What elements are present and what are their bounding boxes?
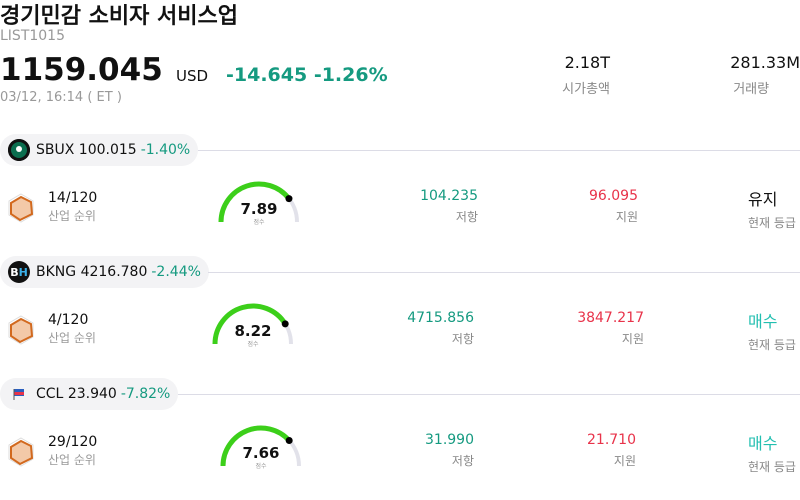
stock-pill[interactable]: CCL 23.940 -7.82% (0, 378, 179, 410)
divider (178, 394, 800, 395)
market-cap-label: 시가총액 (562, 82, 610, 97)
volume: 281.33M 거래량 (730, 53, 800, 97)
carnival-flag-logo-icon (8, 383, 30, 405)
score-gauge (220, 425, 301, 467)
gauge-fill (218, 181, 291, 223)
current-grade: 유지 현재 등급 (748, 186, 796, 231)
gauge-fill (220, 425, 292, 467)
current-grade: 매수 현재 등급 (748, 430, 796, 475)
industry-rank: 29/120 산업 순위 (48, 434, 97, 468)
grade-label: 현재 등급 (748, 216, 796, 230)
stock-change: -7.82% (120, 386, 171, 402)
divider (208, 272, 800, 273)
stock-pill[interactable]: SBUX 100.015 -1.40% (0, 134, 199, 166)
support: 96.095 지원 (589, 188, 638, 225)
volume-label: 거래량 (733, 82, 770, 97)
support-label: 지원 (615, 210, 638, 224)
market-cap-value: 2.18T (564, 53, 610, 72)
stock-change: -1.40% (140, 142, 191, 158)
stock-card-ccl: CCL 23.940 -7.82% 29/120 산업 순위 7.66 점수 3… (0, 378, 800, 500)
industry-rank: 4/120 산업 순위 (48, 312, 96, 346)
gauge-fill (212, 303, 288, 345)
market-cap: 2.18T 시가총액 (562, 53, 610, 97)
booking-logo-icon: BH (8, 261, 30, 283)
stock-card-bkng: BH BKNG 4216.780 -2.44% 4/120 산업 순위 8.22… (0, 256, 800, 378)
gauge-marker (285, 195, 293, 203)
radar-hexagon-icon (8, 193, 34, 223)
score-value: 7.66 (242, 444, 280, 462)
starbucks-logo-icon (8, 139, 30, 161)
resistance: 31.990 저항 (425, 432, 474, 469)
score-value: 8.22 (234, 322, 272, 340)
index-price: 1159.045 (0, 52, 163, 88)
gauge-marker (285, 437, 293, 445)
page-title: 경기민감 소비자 서비스업 (0, 4, 238, 29)
score-gauge (212, 303, 293, 345)
grade-value: 매수 (748, 434, 778, 453)
support-value: 21.710 (587, 432, 636, 448)
support-value: 96.095 (589, 188, 638, 204)
support: 21.710 지원 (587, 432, 636, 469)
rank-value: 14/120 (48, 190, 98, 206)
rank-value: 29/120 (48, 434, 98, 450)
stock-price: 23.940 (67, 386, 117, 402)
current-grade: 매수 현재 등급 (748, 308, 796, 353)
stock-card-sbux: SBUX 100.015 -1.40% 14/120 산업 순위 7.89 점수… (0, 134, 800, 256)
resistance-value: 31.990 (425, 432, 474, 448)
resistance-label: 저항 (451, 454, 474, 468)
score-label: 점수 (255, 463, 267, 470)
ticker: CCL (36, 386, 64, 402)
support-value: 3847.217 (577, 310, 644, 326)
stock-pill[interactable]: BH BKNG 4216.780 -2.44% (0, 256, 209, 288)
resistance-value: 104.235 (420, 188, 478, 204)
gauge-marker (281, 320, 289, 328)
grade-value: 유지 (748, 190, 778, 209)
score-label: 점수 (247, 341, 259, 348)
stock-price: 4216.780 (80, 264, 148, 280)
grade-value: 매수 (748, 312, 778, 331)
grade-label: 현재 등급 (748, 460, 796, 474)
support-label: 지원 (613, 454, 636, 468)
resistance-label: 저항 (451, 332, 474, 346)
ticker: BKNG (36, 264, 77, 280)
grade-label: 현재 등급 (748, 338, 796, 352)
rank-value: 4/120 (48, 312, 89, 328)
industry-rank: 14/120 산업 순위 (48, 190, 97, 224)
score-label: 점수 (253, 219, 265, 226)
radar-hexagon-icon (8, 437, 34, 467)
rank-label: 산업 순위 (48, 209, 96, 223)
price-change: -14.645 -1.26% (226, 64, 388, 86)
resistance: 4715.856 저항 (407, 310, 474, 347)
currency: USD (176, 67, 209, 85)
stock-change: -2.44% (151, 264, 201, 280)
volume-value: 281.33M (730, 53, 800, 72)
resistance-label: 저항 (455, 210, 478, 224)
index-code: LIST1015 (0, 28, 65, 44)
resistance-value: 4715.856 (407, 310, 474, 326)
divider (198, 150, 800, 151)
stock-price: 100.015 (78, 142, 137, 158)
ticker: SBUX (36, 142, 75, 158)
support: 3847.217 지원 (577, 310, 644, 347)
resistance: 104.235 저항 (420, 188, 478, 225)
rank-label: 산업 순위 (48, 331, 96, 345)
support-label: 지원 (621, 332, 644, 346)
timestamp: 03/12, 16:14 ( ET ) (0, 90, 122, 105)
score-value: 7.89 (240, 200, 278, 218)
score-gauge (218, 181, 299, 223)
rank-label: 산업 순위 (48, 453, 96, 467)
radar-hexagon-icon (8, 315, 34, 345)
